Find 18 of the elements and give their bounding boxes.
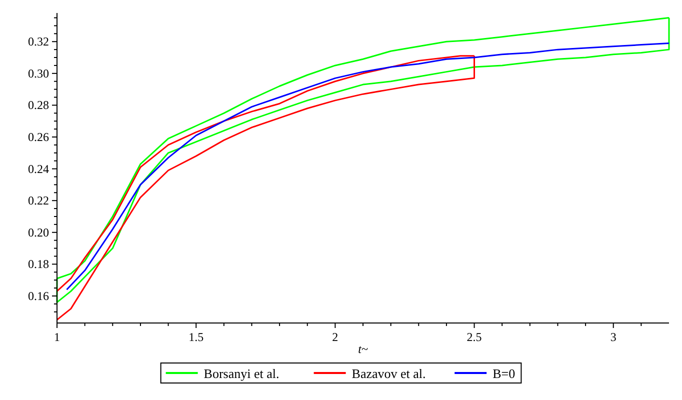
x-axis-title: t~ (358, 342, 368, 356)
x-tick-label: 1.5 (188, 330, 204, 344)
x-tick-label: 1 (54, 330, 60, 344)
y-tick-label: 0.30 (28, 66, 49, 80)
y-tick-label: 0.26 (28, 130, 49, 144)
x-tick-label: 3 (610, 330, 616, 344)
legend-label: Borsanyi et al. (204, 366, 280, 381)
y-tick-label: 0.20 (28, 225, 49, 240)
y-tick-label: 0.16 (28, 288, 49, 303)
y-tick-label: 0.22 (28, 194, 49, 208)
x-tick-label: 2 (332, 330, 338, 344)
x-tick-label: 2.5 (466, 330, 482, 344)
y-tick-label: 0.24 (28, 162, 49, 176)
y-tick-label: 0.28 (28, 98, 49, 112)
y-tick-label: 0.18 (28, 257, 49, 272)
legend-label: B=0 (492, 366, 516, 381)
legend-label: Bazavov et al. (352, 366, 426, 381)
y-tick-label: 0.32 (28, 34, 49, 49)
